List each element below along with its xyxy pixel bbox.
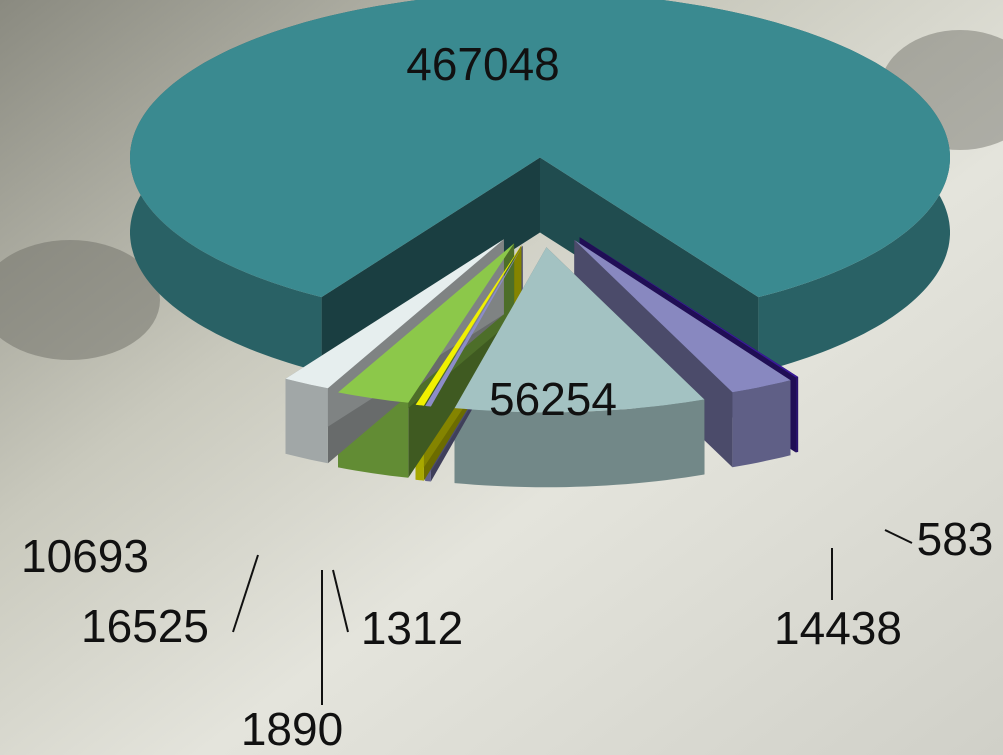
data-label: 1890 — [241, 703, 343, 755]
data-label: 10693 — [21, 530, 149, 582]
slice — [338, 243, 515, 403]
background-decoration — [0, 240, 160, 360]
slice — [454, 247, 705, 413]
leader-line — [332, 569, 349, 633]
leader-line — [232, 554, 259, 633]
slice — [130, 0, 950, 298]
data-label: 1312 — [361, 602, 463, 654]
data-label: 56254 — [489, 373, 617, 425]
slice-side — [795, 376, 799, 453]
slice — [415, 245, 522, 406]
slice-side — [732, 380, 791, 468]
data-label: 14438 — [774, 602, 902, 654]
pie — [130, 0, 950, 488]
data-label: 583 — [917, 513, 994, 565]
slice-side — [321, 157, 540, 373]
slice — [425, 245, 523, 407]
leader-line — [884, 529, 913, 544]
data-label: 467048 — [406, 38, 560, 90]
slice-side — [285, 378, 328, 464]
slice-side — [454, 399, 705, 488]
data-label: 16525 — [81, 600, 209, 652]
slice — [579, 237, 799, 378]
slice — [574, 240, 791, 393]
slice — [285, 239, 504, 389]
